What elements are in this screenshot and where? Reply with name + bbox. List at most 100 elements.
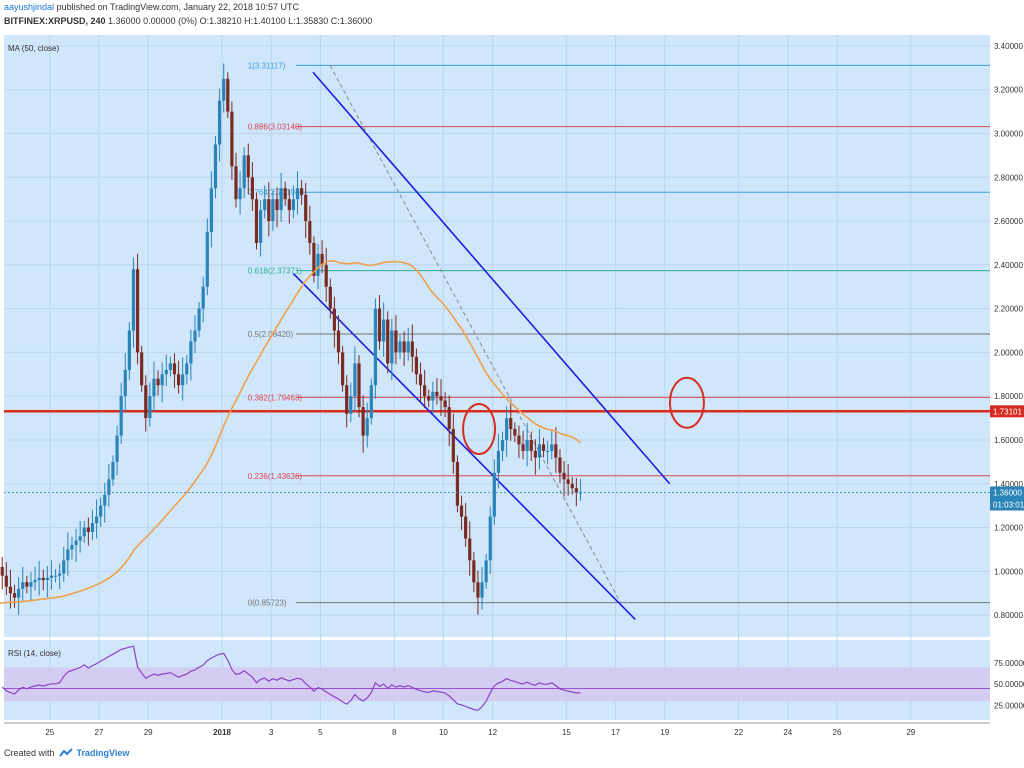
candle-body bbox=[529, 439, 533, 451]
candle-body bbox=[513, 429, 517, 436]
candle-body bbox=[160, 374, 164, 386]
fib-level-label: 0.5(2.08420) bbox=[248, 330, 294, 339]
candle-body bbox=[365, 418, 369, 436]
price-tick-label: 2.00000 bbox=[994, 348, 1023, 357]
time-tick-label: 29 bbox=[144, 728, 153, 737]
fib-level-label: 0.764(2.73194) bbox=[248, 188, 303, 197]
candle-body bbox=[205, 232, 209, 287]
candle-body bbox=[119, 396, 123, 436]
candle-body bbox=[250, 177, 254, 200]
price-axis bbox=[990, 35, 1024, 725]
candle-body bbox=[541, 444, 546, 451]
candle-body bbox=[74, 540, 78, 546]
candle-body bbox=[62, 560, 66, 574]
candle-body bbox=[17, 588, 21, 598]
candle-body bbox=[554, 444, 558, 458]
ma-indicator-label[interactable]: MA (50, close) bbox=[8, 44, 59, 53]
candle-body bbox=[386, 319, 390, 364]
last-price-label: 1.36000 bbox=[993, 489, 1022, 498]
time-tick-label: 22 bbox=[734, 728, 743, 737]
resistance-price-label: 1.73101 bbox=[993, 407, 1022, 416]
candle-body bbox=[94, 516, 99, 524]
candle-body bbox=[53, 575, 58, 577]
candle-body bbox=[271, 199, 275, 222]
candle-body bbox=[558, 457, 562, 473]
candle-body bbox=[291, 199, 295, 211]
symbol-info: BITFINEX:XRPUSD, 240 1.36000 0.00000 (0%… bbox=[4, 16, 372, 26]
candle-body bbox=[402, 341, 406, 353]
candle-body bbox=[152, 378, 156, 397]
rsi-line bbox=[1, 645, 581, 712]
rsi-tick-label: 75.00000 bbox=[994, 659, 1024, 668]
time-tick-label: 5 bbox=[318, 728, 323, 737]
candle-body bbox=[226, 78, 230, 112]
candle-body bbox=[37, 577, 41, 581]
fib-level-label: 0(0.85723) bbox=[248, 599, 287, 608]
resistance-circle bbox=[668, 376, 705, 429]
candle-body bbox=[107, 479, 111, 495]
rsi-indicator-label[interactable]: RSI (14, close) bbox=[8, 649, 61, 658]
candle-body bbox=[517, 435, 521, 445]
candle-body bbox=[283, 188, 287, 200]
candle-body bbox=[99, 505, 103, 517]
candle-body bbox=[574, 488, 578, 493]
candle-body bbox=[300, 188, 304, 195]
candle-body bbox=[82, 527, 86, 537]
candle-body bbox=[406, 341, 410, 353]
time-tick-label: 8 bbox=[392, 728, 397, 737]
ma-line bbox=[0, 260, 582, 604]
candle-body bbox=[304, 194, 308, 222]
candle-body bbox=[213, 144, 218, 189]
price-tick-label: 3.40000 bbox=[994, 42, 1023, 51]
candle-body bbox=[546, 450, 550, 452]
created-with-text: Created with bbox=[4, 748, 55, 758]
candle-body bbox=[369, 385, 373, 419]
candle-body bbox=[222, 78, 226, 101]
candle-body bbox=[201, 286, 205, 309]
candle-body bbox=[550, 444, 554, 451]
candle-body bbox=[21, 582, 25, 589]
time-tick-label: 24 bbox=[783, 728, 792, 737]
fib-level-label: 0.382(1.79463) bbox=[248, 393, 303, 402]
candle-body bbox=[525, 439, 529, 451]
candle-body bbox=[537, 444, 542, 458]
time-tick-label: 17 bbox=[611, 728, 620, 737]
tradingview-brand[interactable]: TradingView bbox=[76, 748, 130, 758]
candle-body bbox=[172, 363, 177, 375]
candle-body bbox=[320, 253, 324, 265]
candle-body bbox=[279, 188, 283, 211]
candle-body bbox=[230, 111, 234, 167]
candle-body bbox=[25, 582, 29, 587]
candle-body bbox=[246, 155, 250, 178]
candle-body bbox=[148, 396, 152, 419]
candle-body bbox=[49, 575, 54, 578]
candle-body bbox=[70, 545, 74, 550]
candle-body bbox=[353, 363, 357, 397]
candle-body bbox=[29, 582, 33, 587]
candle-body bbox=[533, 450, 537, 458]
candle-body bbox=[217, 100, 222, 145]
price-tick-label: 2.40000 bbox=[994, 261, 1023, 270]
time-tick-label: 19 bbox=[660, 728, 669, 737]
candle-body bbox=[111, 461, 115, 480]
candle-body bbox=[480, 582, 484, 598]
candle-body bbox=[254, 199, 259, 243]
candle-body bbox=[566, 479, 570, 484]
candle-body bbox=[258, 210, 263, 243]
candle-body bbox=[570, 483, 574, 489]
candle-body bbox=[185, 363, 189, 375]
symbol-label[interactable]: BITFINEX:XRPUSD, 240 bbox=[4, 16, 106, 26]
candle-body bbox=[234, 166, 238, 200]
candle-body bbox=[521, 444, 525, 451]
candle-body bbox=[492, 472, 496, 517]
candle-body bbox=[427, 396, 431, 401]
candle-body bbox=[484, 560, 488, 583]
author-link[interactable]: aayushjindal bbox=[4, 2, 55, 12]
candle-body bbox=[12, 593, 17, 598]
rsi-tick-label: 50.00000 bbox=[994, 680, 1024, 689]
candle-body bbox=[4, 575, 8, 587]
candle-body bbox=[496, 450, 501, 473]
time-tick-label: 27 bbox=[95, 728, 104, 737]
candle-body bbox=[66, 549, 70, 561]
